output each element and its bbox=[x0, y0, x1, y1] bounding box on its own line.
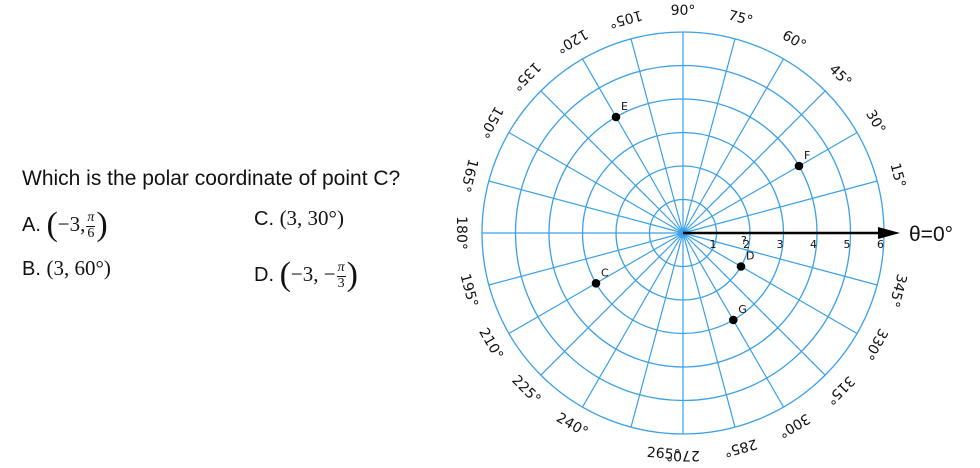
option-a-num: π bbox=[86, 210, 96, 227]
option-a-den: 6 bbox=[87, 225, 95, 241]
ring-label-2: 2 bbox=[743, 238, 750, 251]
angle-label-180: 180° bbox=[453, 216, 469, 250]
point-label-E: E bbox=[621, 100, 628, 113]
ring-labels: 1 2 3 4 5 6? bbox=[710, 234, 885, 251]
polar-axis-arrow-icon bbox=[878, 227, 900, 239]
angle-label-165: 165° bbox=[457, 157, 481, 194]
angle-label-315: 315° bbox=[822, 372, 857, 407]
option-d-den: 3 bbox=[337, 275, 345, 291]
angle-label-30: 30° bbox=[862, 107, 888, 137]
angle-label-225: 225° bbox=[508, 372, 543, 407]
angle-label-240: 240° bbox=[553, 410, 590, 441]
option-c-value: (3, 30°) bbox=[279, 206, 344, 230]
point-label-D: D bbox=[746, 250, 754, 263]
point-F bbox=[794, 161, 804, 171]
angle-label-75: 75° bbox=[726, 8, 754, 30]
angle-label-105: 105° bbox=[607, 7, 644, 31]
question-text: Which is the polar coordinate of point C… bbox=[22, 167, 401, 190]
angle-label-120: 120° bbox=[553, 25, 590, 56]
polar-axis-label: θ=0° bbox=[909, 223, 953, 246]
option-a-pre: −3, bbox=[57, 212, 86, 236]
point-E bbox=[611, 112, 621, 122]
angle-label-90: 90° bbox=[671, 3, 696, 19]
option-b-letter: B. bbox=[22, 258, 41, 280]
option-d-value: (−3, − π 3) bbox=[279, 256, 358, 293]
point-label-C: C bbox=[601, 266, 609, 279]
angle-label-135: 135° bbox=[508, 58, 543, 93]
ring-label-6: 6 bbox=[877, 238, 884, 251]
point-label-F: F bbox=[804, 149, 810, 162]
angle-label-300: 300° bbox=[775, 410, 812, 441]
angle-label-345: 345° bbox=[885, 272, 909, 309]
angle-label-60: 60° bbox=[779, 28, 809, 54]
angle-label-330: 330° bbox=[860, 325, 891, 362]
angle-label-210: 210° bbox=[475, 325, 506, 362]
ring-label-4: 4 bbox=[810, 238, 817, 251]
point-C bbox=[591, 279, 601, 288]
ring-label-1: 1 bbox=[710, 238, 717, 251]
point-G bbox=[729, 315, 738, 325]
option-d-num: π bbox=[336, 260, 346, 277]
point-D bbox=[736, 262, 746, 271]
angle-label-270: 270° bbox=[666, 447, 700, 463]
option-b-value: (3, 60°) bbox=[46, 256, 111, 280]
option-a-letter: A. bbox=[22, 214, 41, 236]
option-c-letter: C. bbox=[254, 208, 274, 230]
polar-axis: θ=0° bbox=[683, 223, 953, 246]
angle-label-150: 150° bbox=[475, 103, 506, 140]
option-c[interactable]: C. (3, 30°) bbox=[254, 206, 344, 231]
angle-label-45: 45° bbox=[826, 62, 855, 91]
angle-label-265: 265° bbox=[646, 445, 681, 464]
ring-label-5: 5 bbox=[844, 238, 851, 251]
plotted-points: C D E F G bbox=[591, 100, 810, 325]
angle-label-15: 15° bbox=[886, 161, 908, 189]
ring-label-3: 3 bbox=[777, 238, 784, 251]
option-b[interactable]: B. (3, 60°) bbox=[22, 256, 111, 281]
angle-label-195: 195° bbox=[457, 272, 481, 309]
ring-label-overlay: ? bbox=[741, 234, 747, 247]
point-label-G: G bbox=[738, 303, 747, 316]
option-a-value: (−3, π 6) bbox=[46, 206, 108, 243]
option-d-pre: −3, − bbox=[290, 262, 336, 286]
option-d-letter: D. bbox=[254, 264, 274, 286]
angle-label-285: 285° bbox=[722, 435, 759, 459]
option-a[interactable]: A. (−3, π 6) bbox=[22, 206, 108, 244]
option-d[interactable]: D. (−3, − π 3) bbox=[254, 256, 358, 294]
